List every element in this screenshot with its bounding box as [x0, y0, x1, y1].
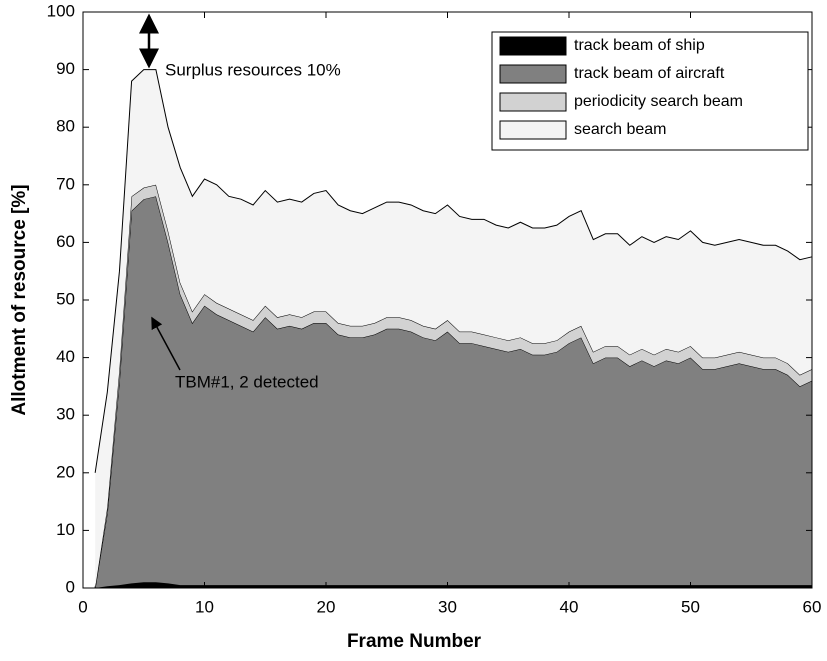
y-axis-label: Allotment of resource [%]: [9, 184, 30, 415]
y-tick-label: 0: [66, 577, 75, 596]
legend-swatch: [499, 36, 567, 56]
x-tick-label: 40: [560, 597, 579, 616]
y-tick-label: 80: [56, 117, 75, 136]
plot-area: [94, 69, 813, 589]
y-tick-label: 70: [56, 174, 75, 193]
annotation: TBM#1, 2 detected: [175, 372, 319, 391]
legend-label: periodicity search beam: [574, 93, 743, 110]
annotation: Surplus resources 10%: [165, 60, 341, 79]
legend-label: search beam: [574, 121, 667, 138]
legend-swatch: [499, 64, 567, 84]
legend-label: track beam of aircraft: [574, 65, 725, 82]
y-tick-label: 100: [47, 1, 75, 20]
detect-arrow: [151, 316, 181, 371]
x-tick-label: 20: [317, 597, 336, 616]
y-tick-label: 60: [56, 232, 75, 251]
y-tick-label: 50: [56, 289, 75, 308]
x-tick-label: 30: [438, 597, 457, 616]
x-tick-label: 60: [803, 597, 822, 616]
legend-label: track beam of ship: [574, 37, 705, 54]
y-tick-label: 10: [56, 520, 75, 539]
legend-swatch: [499, 120, 567, 140]
x-tick-label: 10: [195, 597, 214, 616]
area-edge: [94, 69, 813, 473]
x-tick-label: 0: [78, 597, 87, 616]
y-tick-label: 20: [56, 462, 75, 481]
area: [95, 196, 812, 588]
legend-swatch: [499, 92, 567, 112]
x-axis-label: Frame Number: [347, 631, 482, 652]
y-tick-label: 40: [56, 347, 75, 366]
y-tick-label: 30: [56, 405, 75, 424]
x-tick-label: 50: [681, 597, 700, 616]
y-tick-label: 90: [56, 59, 75, 78]
